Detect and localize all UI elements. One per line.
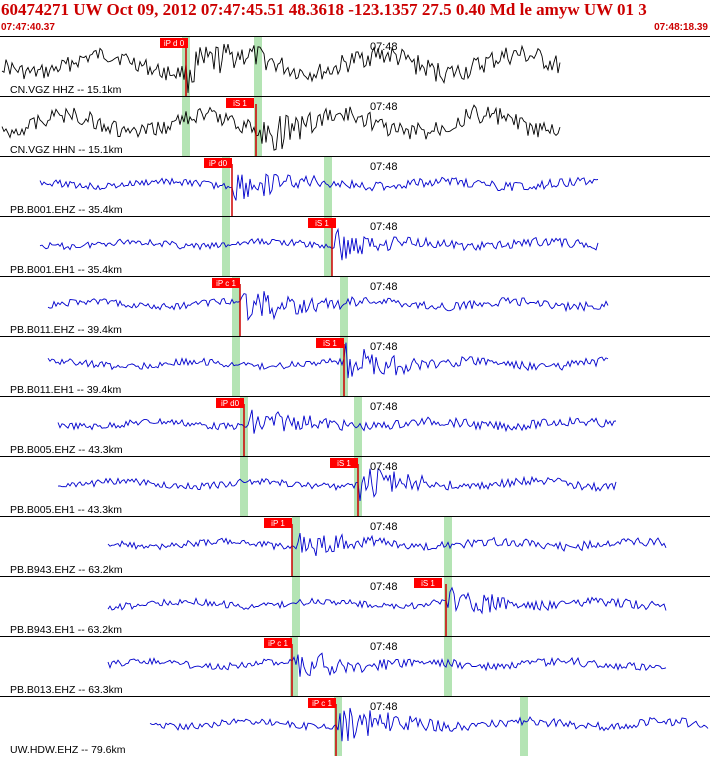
waveform-trace xyxy=(1,43,561,93)
theoretical-arrival-band xyxy=(324,157,332,216)
pick-label: iS 1 xyxy=(233,99,247,108)
time-tick-label: 07:48 xyxy=(370,341,398,353)
trace-panel[interactable]: iS 1 07:48 PB.B001.EH1 -- 35.4km xyxy=(0,216,710,277)
theoretical-arrival-band xyxy=(444,517,452,576)
channel-label: PB.B001.EHZ -- 35.4km xyxy=(10,204,123,216)
waveform-trace xyxy=(47,342,609,379)
pick-flag-icon[interactable] xyxy=(330,458,358,468)
trace-panel[interactable]: iS 1 07:48 PB.B943.EH1 -- 63.2km xyxy=(0,576,710,637)
waveform-trace xyxy=(57,468,617,502)
time-tick-label: 07:48 xyxy=(370,641,398,653)
pick-label: iP 1 xyxy=(271,519,285,528)
trace-panel[interactable]: iP c 1 07:48 UW.HDW.EHZ -- 79.6km xyxy=(0,696,710,757)
waveform-trace xyxy=(107,652,667,677)
trace-panel[interactable]: iP d0 07:48 PB.B005.EHZ -- 43.3km xyxy=(0,396,710,457)
time-tick-label: 07:48 xyxy=(370,701,398,713)
theoretical-arrival-band xyxy=(292,577,300,636)
event-title: 60474271 UW Oct 09, 2012 07:47:45.51 48.… xyxy=(1,0,647,19)
pick-flag-icon[interactable] xyxy=(212,278,240,288)
trace-panel[interactable]: iP c 1 07:48 PB.B011.EHZ -- 39.4km xyxy=(0,276,710,337)
pick-label: iP d0 xyxy=(221,399,240,408)
channel-label: PB.B011.EHZ -- 39.4km xyxy=(10,324,122,336)
channel-label: PB.B001.EH1 -- 35.4km xyxy=(10,264,122,276)
channel-label: UW.HDW.EHZ -- 79.6km xyxy=(10,744,126,756)
pick-flag-icon[interactable] xyxy=(160,38,188,48)
theoretical-arrival-band xyxy=(232,337,240,396)
pick-label: iS 1 xyxy=(421,579,435,588)
theoretical-arrival-band xyxy=(444,637,452,696)
pick-flag-icon[interactable] xyxy=(264,518,292,528)
trace-panel[interactable]: iP 1 07:48 PB.B943.EHZ -- 63.2km xyxy=(0,516,710,577)
pick-flag-icon[interactable] xyxy=(204,158,232,168)
trace-panel[interactable]: iS 1 07:48 PB.B011.EH1 -- 39.4km xyxy=(0,336,710,397)
time-tick-label: 07:48 xyxy=(370,461,398,473)
theoretical-arrival-band xyxy=(290,637,298,696)
channel-label: PB.B943.EH1 -- 63.2km xyxy=(10,624,122,636)
theoretical-arrival-band xyxy=(340,277,348,336)
theoretical-arrival-band xyxy=(520,697,528,756)
pick-label: iS 1 xyxy=(337,459,351,468)
theoretical-arrival-band xyxy=(182,97,190,156)
theoretical-arrival-band xyxy=(254,97,262,156)
pick-label: iP c 1 xyxy=(216,279,236,288)
theoretical-arrival-band xyxy=(254,37,262,96)
trace-panel[interactable]: iP c 1 07:48 PB.B013.EHZ -- 63.3km xyxy=(0,636,710,697)
waveform-trace xyxy=(107,586,667,615)
pick-flag-icon[interactable] xyxy=(308,698,336,708)
pick-flag-icon[interactable] xyxy=(216,398,244,408)
channel-label: CN.VGZ HHN -- 15.1km xyxy=(10,144,123,156)
seismogram-panels: iP d 0 07:48 CN.VGZ HHZ -- 15.1km iS 1 07:48… xyxy=(0,36,710,757)
pick-label: iP d 0 xyxy=(164,39,185,48)
pick-flag-icon[interactable] xyxy=(316,338,344,348)
pick-label: iP c 1 xyxy=(312,699,332,708)
window-end-time: 07:48:18.39 xyxy=(654,22,708,33)
trace-panel[interactable]: iP d 0 07:48 CN.VGZ HHZ -- 15.1km xyxy=(0,36,710,97)
time-tick-label: 07:48 xyxy=(370,581,398,593)
trace-panel[interactable]: iP d0 07:48 PB.B001.EHZ -- 35.4km xyxy=(0,156,710,217)
channel-label: PB.B005.EHZ -- 43.3km xyxy=(10,444,123,456)
waveform-trace xyxy=(149,707,709,742)
pick-label: iS 1 xyxy=(315,219,329,228)
pick-label: iS 1 xyxy=(323,339,337,348)
waveform-trace xyxy=(57,409,617,434)
theoretical-arrival-band xyxy=(222,157,230,216)
channel-label: PB.B011.EH1 -- 39.4km xyxy=(10,384,122,396)
theoretical-arrival-band xyxy=(292,517,300,576)
channel-label: PB.B005.EH1 -- 43.3km xyxy=(10,504,122,516)
window-start-time: 07:47:40.37 xyxy=(1,22,55,33)
trace-panel[interactable]: iS 1 07:48 PB.B005.EH1 -- 43.3km xyxy=(0,456,710,517)
pick-flag-icon[interactable] xyxy=(264,638,292,648)
waveform-trace xyxy=(1,104,561,151)
waveform-trace xyxy=(107,533,667,557)
time-tick-label: 07:48 xyxy=(370,221,398,233)
theoretical-arrival-band xyxy=(232,277,240,336)
trace-panel[interactable]: iS 1 07:48 CN.VGZ HHN -- 15.1km xyxy=(0,96,710,157)
channel-label: PB.B943.EHZ -- 63.2km xyxy=(10,564,123,576)
channel-label: CN.VGZ HHZ -- 15.1km xyxy=(10,84,122,96)
time-tick-label: 07:48 xyxy=(370,101,398,113)
pick-flag-icon[interactable] xyxy=(308,218,336,228)
time-tick-label: 07:48 xyxy=(370,41,398,53)
theoretical-arrival-band xyxy=(240,457,248,516)
time-tick-label: 07:48 xyxy=(370,521,398,533)
pick-label: iP c 1 xyxy=(268,639,288,648)
time-tick-label: 07:48 xyxy=(370,281,398,293)
time-tick-label: 07:48 xyxy=(370,401,398,413)
pick-label: iP d0 xyxy=(209,159,228,168)
waveform-trace xyxy=(39,173,599,201)
pick-flag-icon[interactable] xyxy=(414,578,442,588)
pick-flag-icon[interactable] xyxy=(226,98,254,108)
waveform-trace xyxy=(47,291,609,322)
channel-label: PB.B013.EHZ -- 63.3km xyxy=(10,684,123,696)
event-header: 60474271 UW Oct 09, 2012 07:47:45.51 48.… xyxy=(0,0,710,36)
time-tick-label: 07:48 xyxy=(370,161,398,173)
waveform-trace xyxy=(39,227,599,261)
